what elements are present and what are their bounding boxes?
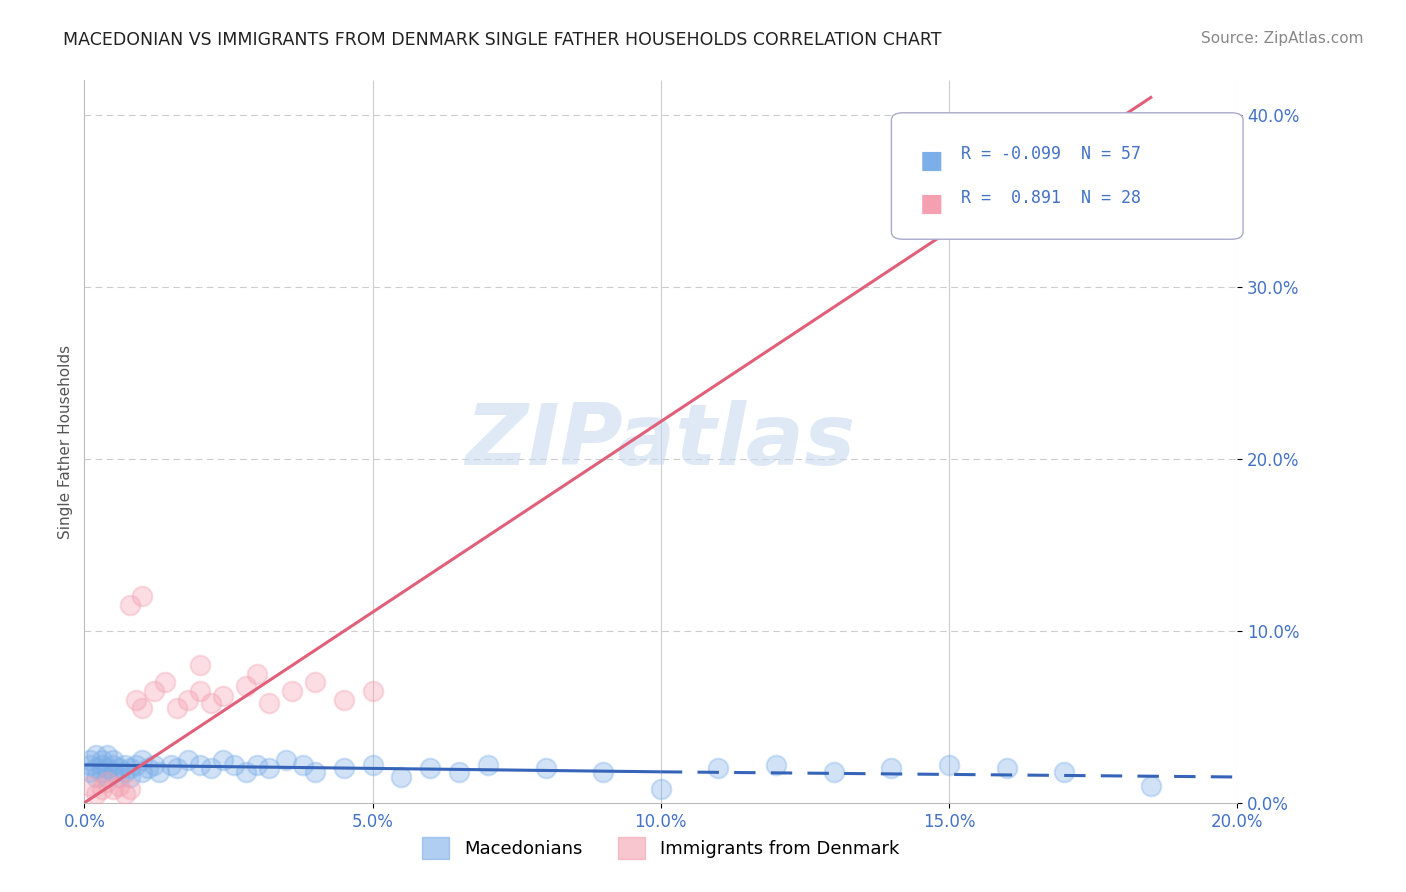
Point [148,764,170,779]
Point [177,753,200,767]
Point [246,666,269,681]
Point [333,692,356,706]
Point [90,758,112,772]
Point [79,753,101,767]
Point [96,775,118,789]
Point [84,761,107,775]
Point [823,764,845,779]
Point [235,764,257,779]
Point [136,761,159,775]
Point [1053,764,1076,779]
Point [114,764,136,779]
Point [880,761,903,775]
Point [1140,779,1163,793]
Point [84,787,107,801]
Point [391,770,413,784]
Point [477,758,499,772]
Point [120,598,142,612]
Text: ■: ■ [921,149,943,173]
Text: Source: ZipAtlas.com: Source: ZipAtlas.com [1201,31,1364,46]
Point [114,758,136,772]
Point [765,758,787,772]
Text: MACEDONIAN VS IMMIGRANTS FROM DENMARK SINGLE FATHER HOUSEHOLDS CORRELATION CHART: MACEDONIAN VS IMMIGRANTS FROM DENMARK SI… [63,31,942,49]
Point [84,747,107,762]
Point [361,684,384,698]
Point [96,770,118,784]
Point [114,787,136,801]
Text: ZIPatlas: ZIPatlas [465,400,856,483]
Point [79,779,101,793]
Point [131,590,153,604]
Point [224,758,246,772]
Point [419,761,441,775]
Point [103,753,124,767]
Point [166,701,188,715]
Point [995,761,1018,775]
Point [125,758,148,772]
Point [120,782,142,797]
Point [96,761,118,775]
Point [650,782,672,797]
Point [257,761,280,775]
Point [142,758,165,772]
Point [938,758,960,772]
Point [967,133,990,147]
Point [90,753,112,767]
Point [79,764,101,779]
Point [304,764,326,779]
Point [200,761,222,775]
Point [257,696,280,710]
Point [103,764,124,779]
Point [211,753,233,767]
Point [90,782,112,797]
Point [84,770,107,784]
Y-axis label: Single Father Households: Single Father Households [58,344,73,539]
Point [449,764,471,779]
Point [200,696,222,710]
Point [188,684,211,698]
Text: ■: ■ [921,193,943,216]
Point [592,764,614,779]
Point [188,658,211,673]
Point [120,770,142,784]
Point [153,675,176,690]
Point [108,761,131,775]
Point [166,761,188,775]
Point [103,782,124,797]
Point [281,684,304,698]
Point [90,764,112,779]
Point [304,675,326,690]
Point [125,692,148,706]
Point [276,753,298,767]
Point [131,701,153,715]
Text: R = -0.099  N = 57: R = -0.099 N = 57 [960,145,1140,163]
Point [361,758,384,772]
Point [534,761,557,775]
Point [108,779,131,793]
Point [333,761,356,775]
Point [142,684,165,698]
Point [188,758,211,772]
Point [177,692,200,706]
Point [108,770,131,784]
Point [103,758,124,772]
Point [246,758,269,772]
Point [292,758,315,772]
Point [707,761,730,775]
Point [120,761,142,775]
Legend: Macedonians, Immigrants from Denmark: Macedonians, Immigrants from Denmark [415,830,907,866]
Point [79,758,101,772]
Point [160,758,183,772]
Point [96,747,118,762]
Point [131,753,153,767]
Point [235,679,257,693]
Text: R =  0.891  N = 28: R = 0.891 N = 28 [960,188,1140,207]
Point [131,764,153,779]
FancyBboxPatch shape [891,112,1243,239]
Point [211,689,233,703]
